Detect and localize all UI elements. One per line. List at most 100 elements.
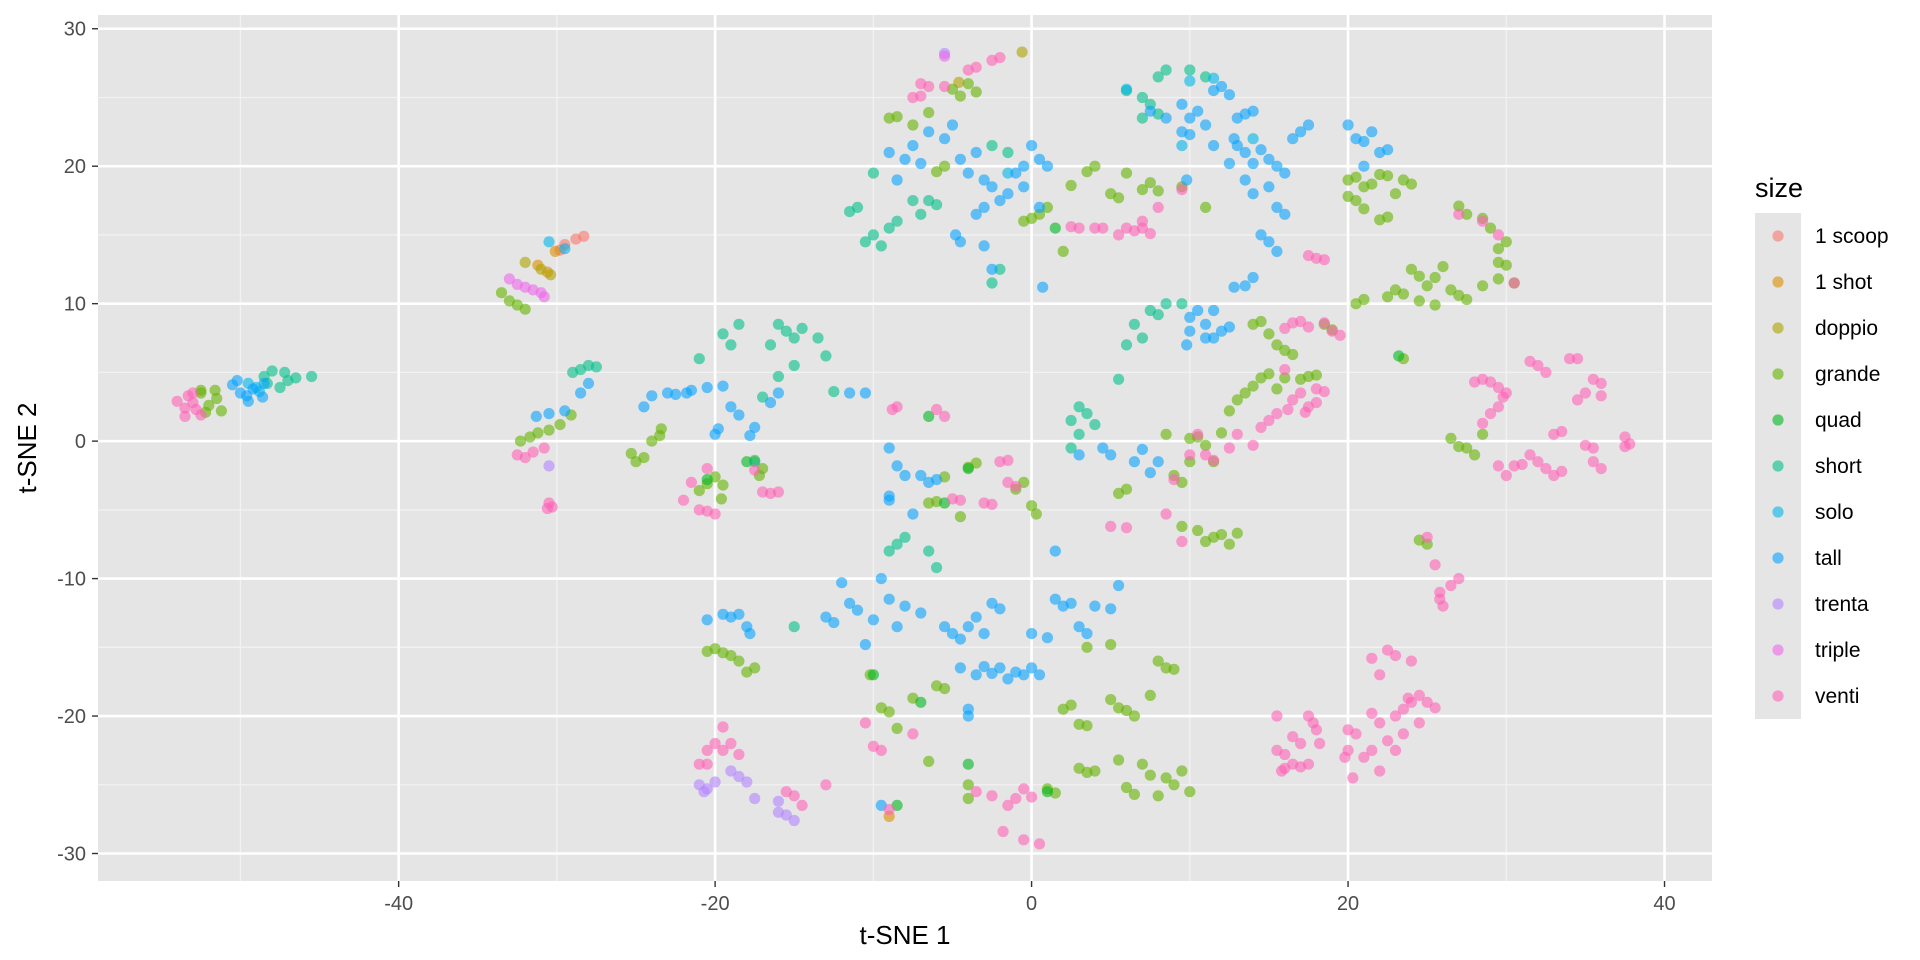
legend-items: 1 scoop 1 shot doppio grande quad short solo ta… bbox=[1772, 225, 1889, 708]
data-point bbox=[907, 508, 919, 520]
data-point bbox=[538, 442, 550, 454]
data-point bbox=[543, 424, 555, 436]
data-point bbox=[923, 545, 935, 557]
data-point bbox=[646, 435, 658, 447]
data-point bbox=[1413, 689, 1425, 702]
data-point bbox=[1571, 353, 1584, 365]
legend-key bbox=[1772, 230, 1784, 242]
data-point bbox=[954, 511, 967, 523]
data-point bbox=[1016, 46, 1028, 58]
data-point bbox=[1081, 628, 1093, 640]
data-point bbox=[1002, 167, 1014, 179]
data-point bbox=[1215, 529, 1228, 541]
data-point bbox=[970, 669, 982, 681]
data-point bbox=[986, 263, 998, 275]
data-point bbox=[994, 195, 1006, 207]
data-point bbox=[764, 339, 777, 351]
data-point bbox=[209, 384, 221, 396]
data-point bbox=[1310, 369, 1322, 381]
data-point bbox=[1128, 710, 1140, 722]
data-point bbox=[1263, 236, 1275, 248]
data-point bbox=[1302, 321, 1315, 333]
data-point bbox=[883, 803, 895, 816]
data-point bbox=[907, 728, 919, 740]
data-point bbox=[215, 405, 227, 417]
data-point bbox=[907, 140, 919, 152]
data-point bbox=[1255, 421, 1267, 433]
data-point bbox=[1136, 758, 1148, 770]
data-point bbox=[997, 825, 1009, 838]
data-point bbox=[1144, 689, 1156, 702]
data-point bbox=[1120, 522, 1133, 534]
data-point bbox=[1231, 428, 1243, 440]
data-point bbox=[1136, 184, 1148, 196]
data-point bbox=[1389, 188, 1402, 200]
data-point bbox=[970, 208, 982, 220]
legend-label: short bbox=[1815, 455, 1862, 478]
legend-key bbox=[1772, 598, 1784, 610]
data-point bbox=[1571, 394, 1584, 406]
data-point bbox=[875, 573, 887, 585]
data-point bbox=[514, 435, 527, 447]
data-point bbox=[1429, 299, 1441, 311]
y-axis: -30 -20 -10 0 10 20 30 bbox=[57, 19, 98, 866]
data-point bbox=[1073, 621, 1085, 633]
data-point bbox=[1279, 762, 1291, 774]
data-point bbox=[1026, 791, 1038, 803]
data-point bbox=[1144, 228, 1156, 240]
data-point bbox=[1564, 353, 1576, 365]
data-point bbox=[1334, 329, 1346, 341]
data-point bbox=[1184, 75, 1196, 87]
data-point bbox=[1018, 834, 1030, 846]
legend-key bbox=[1772, 690, 1784, 702]
data-point bbox=[1421, 280, 1433, 292]
data-point bbox=[1492, 381, 1504, 394]
data-point bbox=[1128, 456, 1140, 468]
data-point bbox=[290, 372, 302, 384]
data-point bbox=[1200, 318, 1212, 330]
data-point bbox=[1295, 737, 1307, 750]
data-point bbox=[1477, 280, 1489, 292]
data-point bbox=[946, 628, 959, 640]
data-point bbox=[625, 447, 637, 460]
data-point bbox=[1263, 181, 1275, 193]
data-point bbox=[1049, 545, 1061, 557]
data-point bbox=[939, 50, 951, 62]
data-point bbox=[757, 391, 769, 403]
data-point bbox=[1002, 146, 1014, 159]
data-point bbox=[1382, 144, 1394, 156]
data-point bbox=[1239, 174, 1251, 186]
data-point bbox=[1105, 694, 1117, 706]
data-point bbox=[1484, 222, 1497, 234]
data-point bbox=[1389, 710, 1402, 722]
data-point bbox=[970, 611, 982, 623]
data-point bbox=[851, 201, 864, 213]
data-point bbox=[1279, 208, 1291, 220]
data-point bbox=[725, 737, 737, 750]
data-point bbox=[1492, 273, 1504, 285]
data-point bbox=[733, 608, 745, 620]
data-point bbox=[712, 423, 724, 435]
data-point bbox=[1176, 765, 1188, 777]
data-point bbox=[638, 401, 650, 413]
data-point bbox=[1271, 339, 1283, 351]
legend-key bbox=[1772, 414, 1784, 426]
x-tick-label: -40 bbox=[384, 893, 413, 915]
data-point bbox=[859, 639, 872, 651]
data-point bbox=[1287, 348, 1299, 361]
data-point bbox=[939, 683, 951, 695]
y-tick-label: -20 bbox=[57, 706, 86, 728]
data-point bbox=[1366, 744, 1378, 757]
data-point bbox=[1437, 261, 1449, 273]
data-point bbox=[749, 464, 761, 476]
data-point bbox=[701, 744, 713, 757]
data-point bbox=[1089, 222, 1101, 234]
data-point bbox=[1120, 83, 1133, 95]
data-point bbox=[1247, 439, 1259, 451]
legend-label: trenta bbox=[1815, 593, 1869, 616]
data-point bbox=[655, 423, 667, 435]
data-point bbox=[820, 350, 832, 362]
data-point bbox=[519, 452, 531, 464]
data-point bbox=[1097, 442, 1109, 454]
x-axis: -40 -20 0 20 40 bbox=[384, 881, 1676, 915]
